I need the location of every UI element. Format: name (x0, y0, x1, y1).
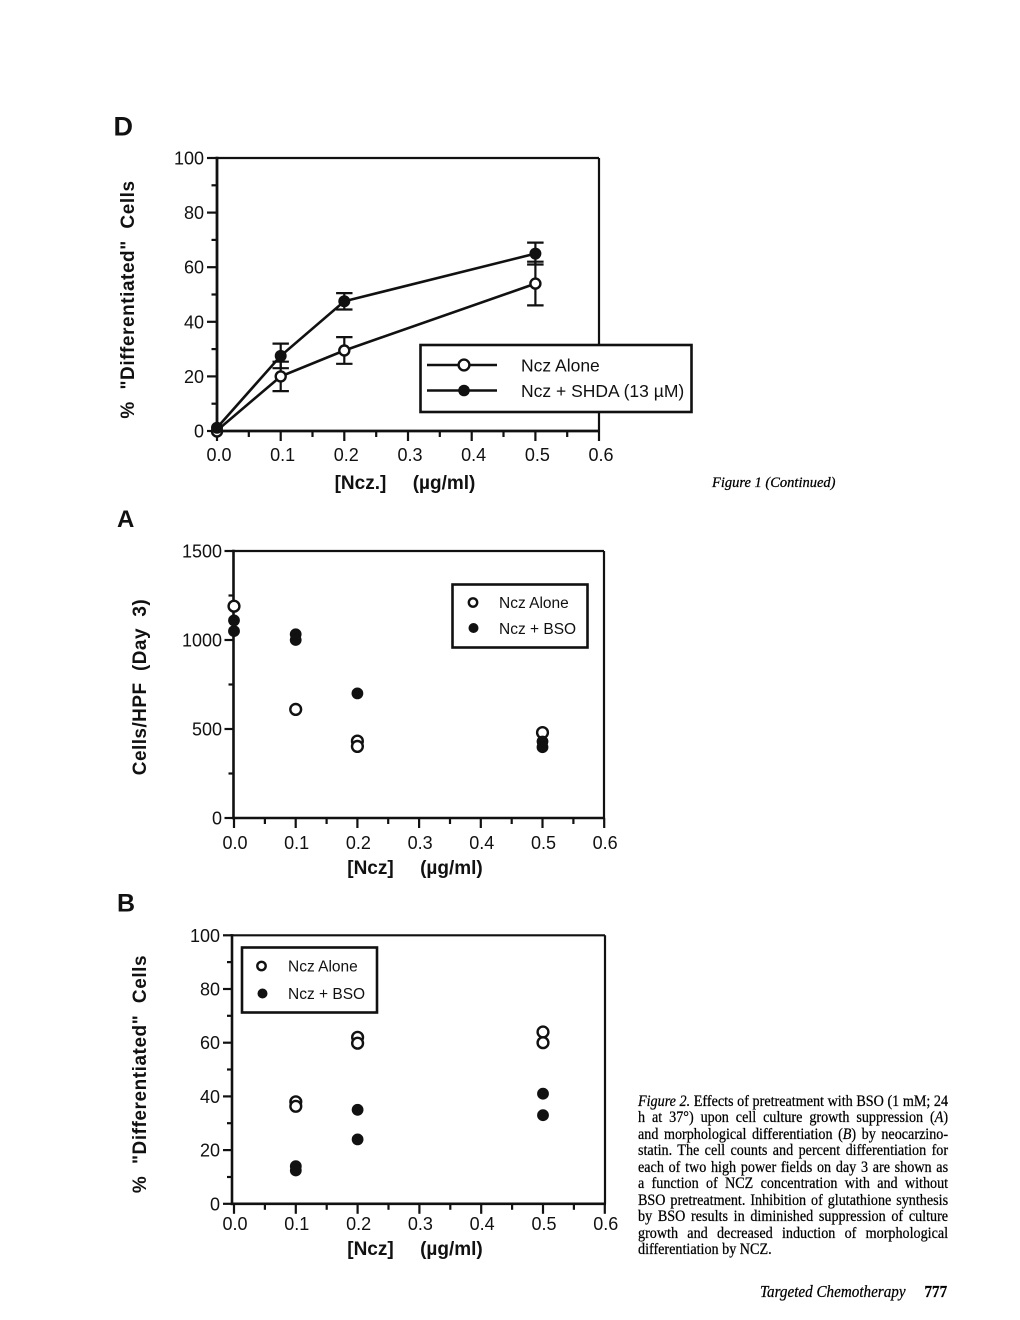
svg-text:0.5: 0.5 (525, 445, 550, 465)
svg-text:0.1: 0.1 (270, 445, 295, 465)
svg-text:[Ncz] (µg/ml): [Ncz] (µg/ml) (347, 1239, 483, 1260)
svg-text:Ncz + BSO: Ncz + BSO (499, 621, 576, 638)
svg-text:0.1: 0.1 (284, 833, 309, 853)
svg-text:0.3: 0.3 (408, 1214, 433, 1234)
svg-text:Ncz Alone: Ncz Alone (499, 595, 569, 612)
svg-text:0.3: 0.3 (397, 445, 422, 465)
svg-text:1000: 1000 (182, 631, 222, 651)
svg-text:A: A (117, 506, 134, 533)
svg-text:500: 500 (192, 720, 222, 740)
svg-text:0: 0 (210, 1194, 220, 1214)
svg-text:0.2: 0.2 (346, 833, 371, 853)
svg-text:100: 100 (174, 149, 204, 169)
svg-text:D: D (114, 112, 134, 142)
svg-text:0.4: 0.4 (461, 445, 486, 465)
svg-text:40: 40 (184, 312, 204, 332)
svg-text:80: 80 (200, 980, 220, 1000)
svg-text:60: 60 (184, 258, 204, 278)
svg-text:0.4: 0.4 (470, 1214, 495, 1234)
svg-text:0.0: 0.0 (222, 1214, 247, 1234)
svg-text:Ncz Alone: Ncz Alone (521, 356, 600, 376)
svg-text:0.6: 0.6 (593, 833, 618, 853)
svg-text:Ncz Alone: Ncz Alone (288, 959, 358, 976)
svg-text:B: B (117, 890, 135, 918)
svg-text:% "Differentiated" Cells: % "Differentiated" Cells (130, 955, 151, 1193)
svg-text:80: 80 (184, 203, 204, 223)
svg-text:1500: 1500 (182, 542, 222, 562)
svg-text:0.2: 0.2 (346, 1214, 371, 1234)
svg-text:0.5: 0.5 (531, 1214, 556, 1234)
svg-text:Cells/HPF (Day 3): Cells/HPF (Day 3) (130, 599, 151, 775)
svg-text:0.1: 0.1 (284, 1214, 309, 1234)
svg-text:0.5: 0.5 (531, 833, 556, 853)
svg-text:0: 0 (212, 809, 222, 829)
svg-text:0.0: 0.0 (222, 833, 247, 853)
svg-text:[Ncz.] (µg/ml): [Ncz.] (µg/ml) (335, 473, 476, 494)
svg-text:Ncz + SHDA (13 µM): Ncz + SHDA (13 µM) (521, 381, 684, 401)
svg-text:0.6: 0.6 (593, 1214, 618, 1234)
svg-text:0.0: 0.0 (206, 445, 231, 465)
svg-text:20: 20 (200, 1141, 220, 1161)
svg-text:0.3: 0.3 (408, 833, 433, 853)
svg-text:Ncz + BSO: Ncz + BSO (288, 986, 365, 1003)
svg-text:100: 100 (190, 926, 220, 946)
svg-text:0.6: 0.6 (588, 445, 613, 465)
svg-text:20: 20 (184, 367, 204, 387)
svg-text:60: 60 (200, 1033, 220, 1053)
svg-text:40: 40 (200, 1087, 220, 1107)
svg-text:[Ncz] (µg/ml): [Ncz] (µg/ml) (347, 858, 483, 879)
svg-text:0.2: 0.2 (334, 445, 359, 465)
svg-text:0.4: 0.4 (469, 833, 494, 853)
svg-text:0: 0 (194, 422, 204, 442)
svg-text:% "Differentiated" Cells: % "Differentiated" Cells (118, 180, 139, 418)
